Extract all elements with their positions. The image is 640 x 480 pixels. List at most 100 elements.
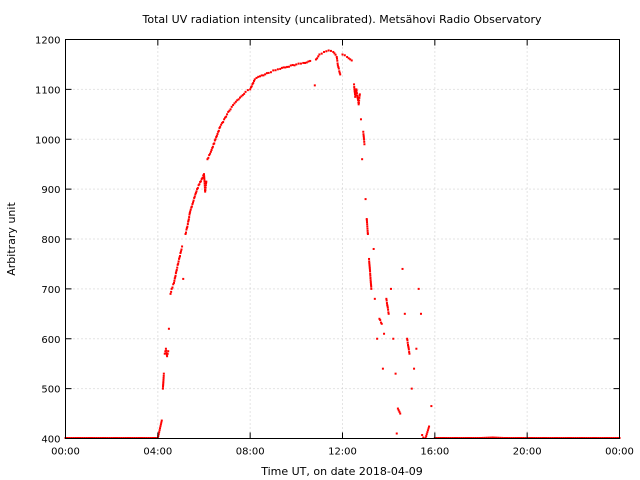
data-point [193, 196, 196, 199]
y-tick-label: 600 [41, 335, 60, 346]
data-point [264, 73, 267, 76]
data-point [417, 287, 420, 290]
data-point [313, 84, 316, 87]
data-point [172, 281, 175, 284]
data-point [287, 65, 290, 68]
data-point [370, 285, 373, 288]
data-point [232, 104, 235, 107]
data-point [182, 277, 185, 280]
data-point [194, 191, 197, 194]
data-point [356, 94, 359, 97]
data-point [353, 83, 356, 86]
data-point [362, 130, 365, 133]
y-tick-label: 1100 [35, 85, 60, 96]
data-point [378, 317, 381, 320]
data-point [178, 256, 181, 259]
x-tick-label: 20:00 [513, 447, 542, 458]
data-point [204, 189, 207, 192]
data-point [368, 266, 371, 269]
data-point [176, 266, 179, 269]
data-point [164, 347, 167, 350]
data-point [489, 436, 492, 439]
data-point [336, 59, 339, 62]
data-point [186, 223, 189, 226]
data-point [386, 306, 389, 309]
data-point [299, 62, 302, 65]
data-point [428, 425, 431, 428]
data-point [293, 64, 296, 67]
data-point [158, 431, 161, 434]
data-point [291, 64, 294, 67]
data-point [166, 352, 169, 355]
data-point [369, 280, 372, 283]
data-point [325, 50, 328, 53]
data-point [162, 372, 165, 375]
data-point [355, 92, 358, 95]
data-point [187, 219, 190, 222]
data-point [188, 212, 191, 214]
data-point [255, 76, 258, 79]
data-point [408, 352, 411, 355]
data-point [430, 405, 433, 408]
data-point [174, 272, 177, 275]
data-point [265, 72, 268, 75]
data-point [381, 367, 384, 370]
data-point [233, 102, 236, 105]
data-point [314, 58, 317, 61]
data-point [357, 101, 360, 104]
data-point [354, 92, 357, 95]
data-point [170, 287, 173, 290]
data-point [385, 302, 388, 305]
data-point [410, 387, 413, 390]
data-point [216, 132, 219, 135]
data-point [159, 425, 162, 428]
data-point [204, 190, 207, 193]
x-tick-label: 00:00 [51, 447, 80, 458]
data-point [425, 435, 428, 438]
data-point [276, 68, 279, 71]
data-point [253, 78, 256, 81]
data-point [318, 53, 321, 56]
y-axis-label: Arbitrary unit [5, 202, 18, 276]
data-point [158, 429, 161, 432]
data-point [396, 407, 399, 410]
data-point [369, 282, 372, 285]
data-point [363, 143, 366, 146]
data-point [226, 113, 229, 116]
data-point [361, 158, 364, 161]
data-point [427, 427, 430, 430]
data-point [368, 260, 371, 263]
data-point [422, 436, 425, 439]
data-point [487, 436, 490, 439]
data-point [386, 303, 389, 306]
data-point [190, 205, 193, 208]
data-point [295, 63, 298, 66]
data-point [366, 225, 369, 228]
data-point [499, 436, 502, 439]
data-point [203, 182, 206, 185]
data-point [368, 257, 371, 260]
data-point [219, 125, 222, 128]
x-tick-label: 12:00 [328, 447, 357, 458]
data-point [187, 218, 190, 221]
data-point [262, 74, 265, 77]
data-point [395, 432, 398, 435]
data-point [280, 66, 283, 69]
data-point [399, 412, 402, 415]
data-point [203, 173, 205, 176]
data-point [204, 186, 207, 189]
data-point [394, 372, 397, 375]
data-point [179, 250, 182, 253]
data-point [206, 158, 209, 161]
data-point [481, 436, 484, 439]
data-point [244, 90, 247, 93]
data-point [213, 139, 216, 142]
data-point [366, 227, 369, 230]
data-point [362, 133, 365, 136]
data-point [196, 188, 199, 191]
data-point [419, 312, 422, 315]
data-point [389, 287, 392, 290]
data-point [200, 178, 203, 181]
data-point [353, 88, 356, 91]
